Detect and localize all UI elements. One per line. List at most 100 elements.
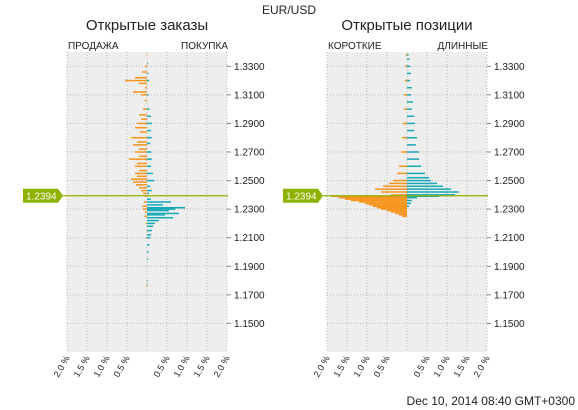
bar-right: [147, 234, 151, 236]
bar-right: [147, 62, 148, 65]
bar-right: [147, 136, 152, 139]
bar-right: [407, 172, 425, 175]
bar-left: [403, 108, 407, 110]
bar-right: [407, 122, 415, 125]
bar-right: [407, 94, 411, 96]
bar-right: [407, 65, 411, 68]
bar-left: [137, 162, 147, 165]
bar-right: [407, 182, 437, 185]
bar-left: [131, 136, 147, 139]
bar-left: [399, 214, 407, 216]
bar-right: [147, 115, 151, 118]
bar-left: [365, 202, 407, 205]
bar-right: [407, 72, 411, 75]
bar-left: [133, 91, 147, 93]
bar-left: [399, 165, 407, 168]
bar-right: [407, 129, 415, 132]
bar-right: [147, 209, 169, 212]
bar-right: [147, 219, 159, 222]
bar-left: [143, 201, 147, 203]
x-tick-label: 2.0 %: [312, 354, 332, 379]
bar-left: [395, 212, 407, 215]
bar-left: [137, 141, 147, 143]
bar-right: [407, 151, 419, 153]
bar-left: [135, 184, 147, 186]
bar-left: [139, 148, 147, 150]
bar-left: [141, 94, 147, 96]
bar-left: [373, 205, 407, 208]
bar-left: [129, 158, 147, 160]
bar-right: [147, 222, 155, 225]
bar-right: [407, 144, 416, 146]
bar-right: [147, 201, 171, 203]
bar-right: [407, 196, 417, 199]
x-tick-label: 1.0 %: [172, 354, 192, 379]
bar-right: [407, 176, 429, 179]
bar-left: [401, 151, 407, 153]
bar-left: [139, 131, 147, 133]
bar-left: [391, 211, 407, 213]
bar-left: [146, 282, 147, 285]
bar-right: [407, 101, 413, 103]
bar-right: [147, 165, 151, 168]
y-tick-label: 1.2100: [234, 233, 265, 244]
y-tick-label: 1.3300: [234, 62, 265, 73]
bar-left: [141, 118, 147, 120]
bar-left: [403, 122, 407, 125]
bar-left: [405, 54, 407, 56]
y-tick-label: 1.3100: [234, 90, 265, 101]
bar-right: [147, 185, 151, 188]
bar-left: [375, 188, 407, 190]
bar-right: [147, 236, 151, 239]
short-side-label: КОРОТКИЕ: [328, 41, 382, 52]
bar-left: [142, 71, 147, 73]
bar-left: [135, 172, 147, 175]
bar-left: [139, 169, 147, 172]
y-tick-label: 1.3100: [494, 90, 525, 101]
bar-left: [137, 122, 147, 125]
current-price-label: 1.2394: [26, 192, 57, 203]
bar-left: [135, 76, 147, 79]
bar-right: [407, 202, 411, 205]
timestamp: Dec 10, 2014 08:40 GMT+0300: [407, 394, 576, 408]
bar-right: [407, 194, 455, 196]
bar-left: [389, 182, 407, 185]
bar-right: [407, 136, 417, 139]
bar-left: [139, 114, 147, 116]
y-tick-label: 1.2700: [234, 148, 265, 159]
bar-right: [147, 151, 151, 153]
bar-left: [359, 201, 407, 203]
sell-side-label: ПРОДАЖА: [68, 41, 119, 52]
x-tick-label: 0.5 %: [372, 354, 392, 379]
x-tick-label: 1.5 %: [192, 354, 212, 379]
y-tick-label: 1.1700: [234, 290, 265, 301]
bar-right: [147, 129, 151, 132]
bar-left: [133, 181, 147, 183]
bar-left: [144, 215, 147, 218]
bar-left: [139, 186, 147, 189]
bar-left: [145, 65, 147, 68]
x-tick-label: 0.5 %: [152, 354, 172, 379]
bar-right: [147, 258, 149, 260]
bar-right: [407, 188, 451, 190]
bar-left: [397, 172, 407, 175]
open-orders-y-axis: 1.3300 1.3100 1.2900 1.2700 1.2500 1.2300 1.21…: [227, 62, 265, 330]
bar-right: [147, 198, 151, 200]
bar-right: [147, 158, 152, 160]
bar-right: [407, 179, 431, 182]
bar-left: [143, 192, 147, 195]
bar-right: [407, 185, 443, 188]
bar-right: [147, 189, 152, 192]
bar-right: [147, 284, 148, 286]
bar-right: [147, 229, 152, 232]
bar-left: [135, 126, 147, 129]
bar-left: [381, 208, 407, 210]
y-tick-label: 1.2300: [234, 205, 265, 216]
bar-right: [147, 122, 152, 125]
bar-right: [147, 204, 163, 206]
bar-left: [143, 108, 147, 110]
bar-left: [135, 165, 147, 168]
y-tick-label: 1.1900: [494, 262, 525, 273]
bar-right: [147, 172, 153, 175]
